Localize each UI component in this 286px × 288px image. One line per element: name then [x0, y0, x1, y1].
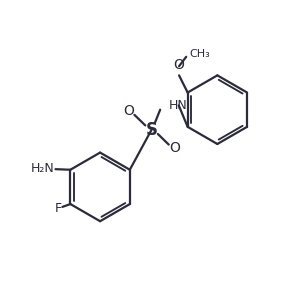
Text: S: S: [146, 121, 158, 139]
Text: F: F: [55, 202, 62, 215]
Text: O: O: [174, 58, 184, 72]
Text: O: O: [123, 104, 134, 118]
Text: CH₃: CH₃: [189, 49, 210, 59]
Text: H₂N: H₂N: [31, 162, 55, 175]
Text: HN: HN: [169, 99, 188, 112]
Text: O: O: [169, 141, 180, 155]
